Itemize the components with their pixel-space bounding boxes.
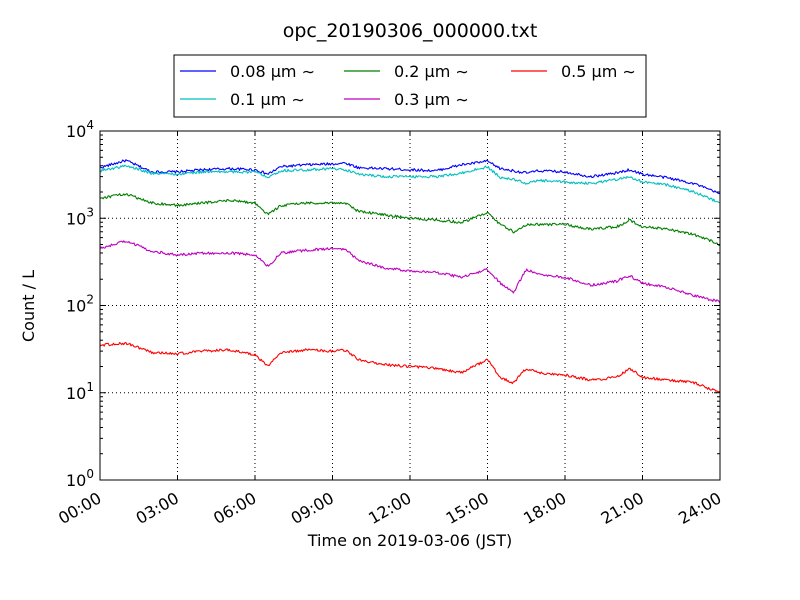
series-layer [99,159,721,393]
series-line [99,240,721,304]
y-tick-label: 100 [66,467,94,490]
series-line [99,159,721,195]
series-line [99,193,721,246]
x-tick-label: 18:00 [520,488,569,528]
y-tick-label: 101 [66,380,94,403]
x-tick-label: 21:00 [598,488,647,528]
x-tick-label: 12:00 [365,488,414,528]
legend-label: 0.2 μm ∼ [394,62,469,81]
legend-label: 0.3 μm ∼ [394,90,469,109]
x-tick-label: 09:00 [288,488,337,528]
series-line [99,164,721,204]
legend-label: 0.1 μm ∼ [230,90,305,109]
legend-label: 0.08 μm ∼ [230,62,315,81]
x-tick-label: 15:00 [443,488,492,528]
y-tick-label: 104 [66,118,94,141]
x-tick-label: 03:00 [133,488,182,528]
legend: 0.08 μm ∼ 0.1 μm ∼ 0.2 μm ∼ 0.3 μm ∼ 0.5 μm … [173,54,647,118]
y-tick-label: 103 [66,205,94,228]
y-axis-label: Count / L [19,270,38,342]
legend-label: 0.5 μm ∼ [561,62,636,81]
x-tick-label: 00:00 [55,488,104,528]
y-tick-label: 102 [66,293,94,316]
tick-layer: 00:00 03:00 06:00 09:00 12:00 15:00 18:00 21:00… [55,118,724,528]
series-line [99,341,721,393]
x-tick-label: 24:00 [675,488,724,528]
chart-title: opc_20190306_000000.txt [283,20,538,42]
x-axis-label: Time on 2019-03-06 (JST) [307,531,512,550]
grid-layer [100,131,720,480]
legend-box [173,54,647,118]
x-tick-label: 06:00 [210,488,259,528]
